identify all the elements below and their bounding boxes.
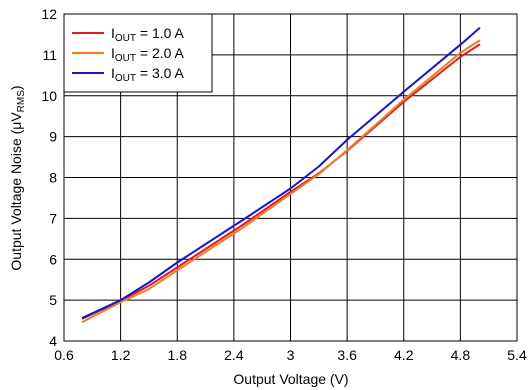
legend-label-subscript: OUT bbox=[115, 33, 136, 44]
x-axis-label: Output Voltage (V) bbox=[233, 371, 348, 387]
legend-label-value: = 2.0 A bbox=[136, 45, 185, 61]
x-tick-label: 4.8 bbox=[451, 347, 471, 363]
legend-label-value: = 1.0 A bbox=[136, 25, 185, 41]
legend-label-var: I bbox=[111, 25, 115, 41]
y-tick-label: 10 bbox=[41, 88, 57, 104]
x-tick-label: 2.4 bbox=[224, 347, 244, 363]
legend-label-var: I bbox=[111, 65, 115, 81]
y-tick-label: 11 bbox=[42, 47, 57, 63]
series-lines bbox=[81, 27, 481, 323]
plot-frame bbox=[63, 13, 518, 342]
x-tick-label: 1.8 bbox=[168, 347, 188, 363]
y-tick-label: 5 bbox=[49, 292, 57, 308]
x-tick-labels: 0.6 1.2 1.8 2.4 3 3.6 4.2 4.8 5.4 bbox=[54, 347, 527, 363]
legend-label-subscript: OUT bbox=[115, 53, 136, 64]
x-tick-label: 0.6 bbox=[54, 347, 74, 363]
legend-label: IOUT = 3.0 A bbox=[111, 65, 185, 84]
x-tick-label: 1.2 bbox=[111, 347, 131, 363]
legend-label-value: = 3.0 A bbox=[136, 65, 185, 81]
y-axis-label-main: Output Voltage Noise (μV bbox=[8, 112, 24, 271]
y-tick-labels: 4 5 6 7 8 9 10 11 12 bbox=[41, 6, 57, 349]
legend-label: IOUT = 1.0 A bbox=[111, 25, 185, 44]
x-tick-label: 3.6 bbox=[337, 347, 357, 363]
legend-label-subscript: OUT bbox=[115, 73, 136, 84]
series-line bbox=[81, 39, 481, 323]
y-tick-label: 12 bbox=[41, 6, 57, 22]
y-tick-label: 6 bbox=[49, 251, 57, 267]
x-tick-label: 4.2 bbox=[394, 347, 414, 363]
x-tick-label: 3 bbox=[287, 347, 295, 363]
y-tick-label: 8 bbox=[49, 170, 57, 186]
legend-label: IOUT = 2.0 A bbox=[111, 45, 185, 64]
series-line bbox=[81, 43, 481, 320]
x-tick-label: 5.4 bbox=[507, 347, 527, 363]
legend-label-var: I bbox=[111, 45, 115, 61]
y-axis-label: Output Voltage Noise (μVRMS) bbox=[8, 85, 27, 270]
series-line bbox=[81, 27, 481, 319]
y-axis-label-unit-subscript: RMS bbox=[16, 90, 27, 113]
y-tick-label: 7 bbox=[49, 210, 57, 226]
y-axis-label-close: ) bbox=[8, 85, 24, 90]
y-tick-label: 4 bbox=[49, 333, 57, 349]
y-tick-label: 9 bbox=[49, 129, 57, 145]
